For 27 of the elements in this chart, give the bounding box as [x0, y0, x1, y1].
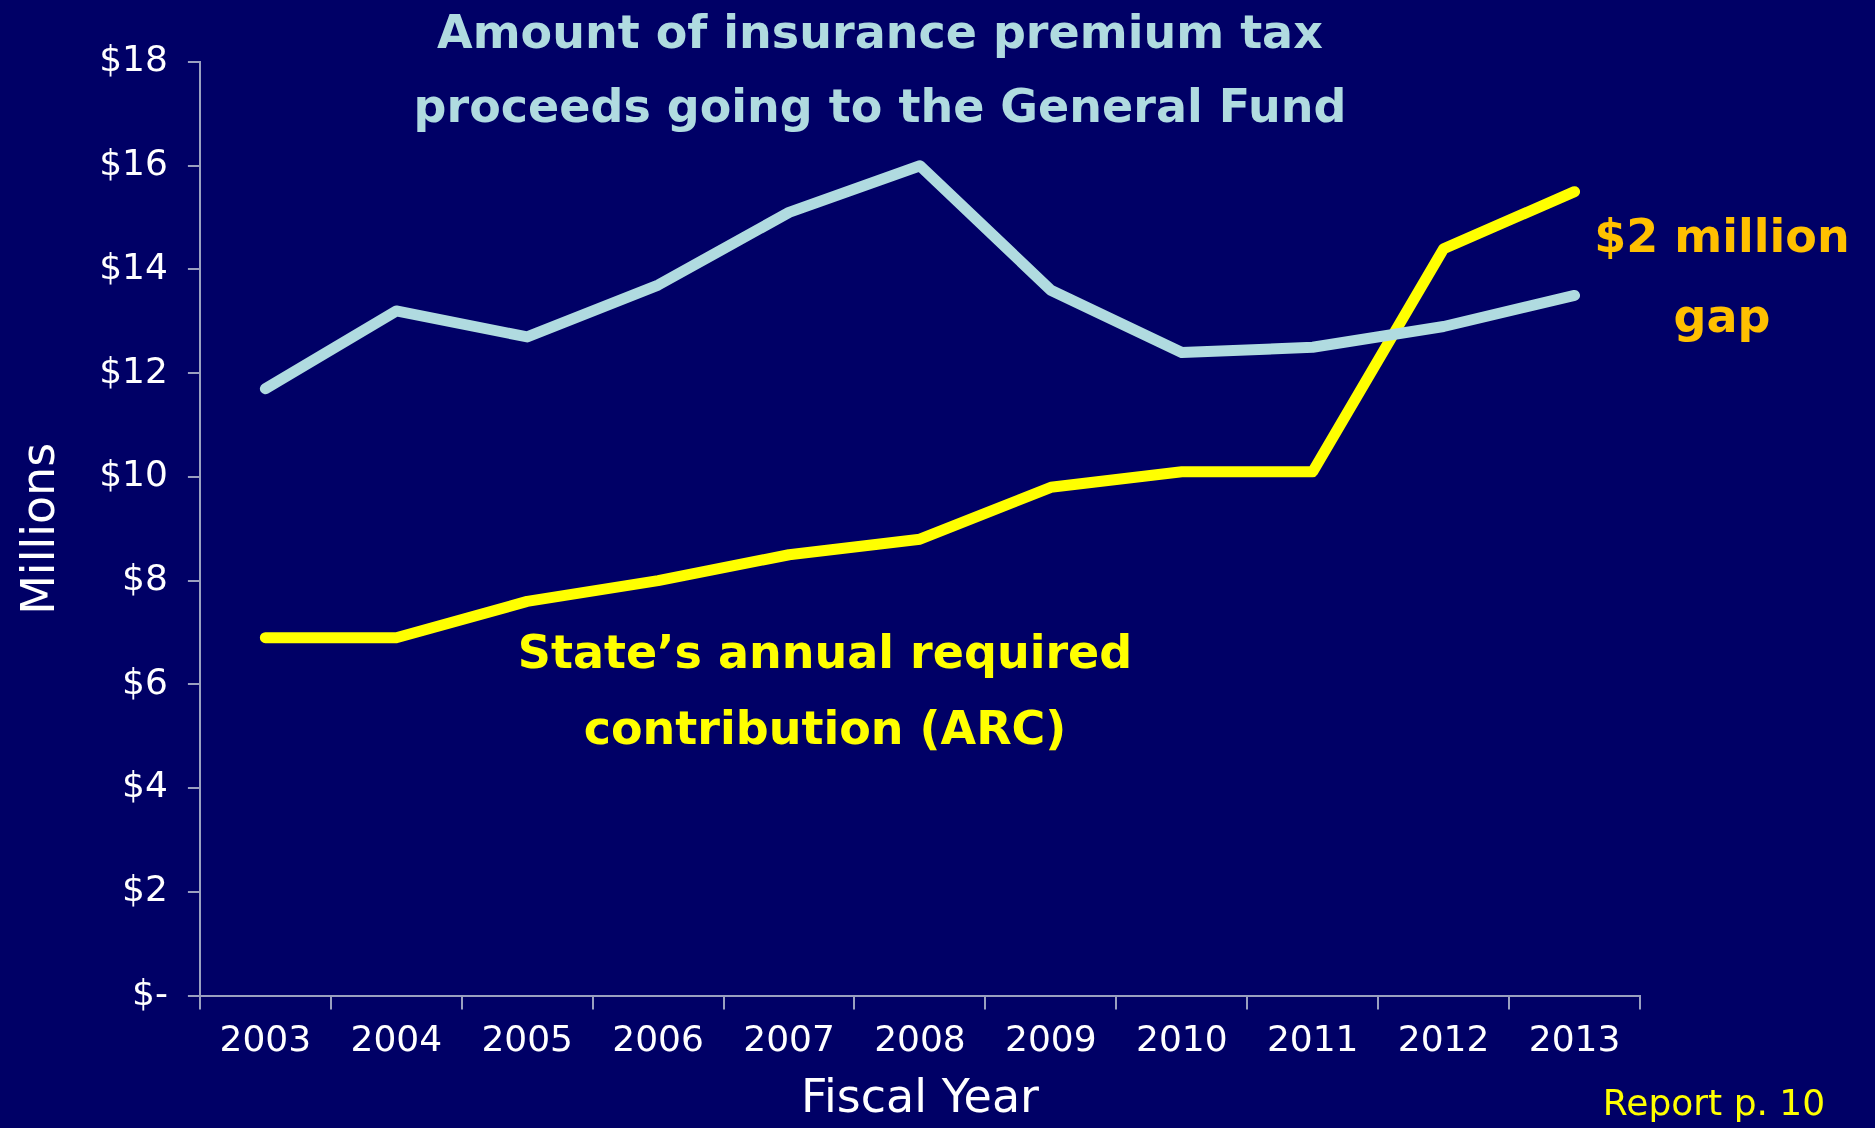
x-tick-label: 2013 — [1528, 1017, 1621, 1059]
y-tick-label: $2 — [122, 868, 168, 910]
y-tick-label: $8 — [122, 557, 168, 599]
x-tick-label: 2011 — [1266, 1017, 1359, 1059]
annotation: $2 million gap — [1594, 208, 1850, 343]
text: Report p. 10 — [1602, 1082, 1826, 1124]
series-label: State’s annual required contribution (ARC) — [517, 624, 1133, 755]
x-tick-label: 2012 — [1397, 1017, 1490, 1059]
x-axis-title: Fiscal Year — [800, 1069, 1040, 1124]
x-tick-label: 2009 — [1005, 1017, 1097, 1059]
y-axis-title: Millions — [10, 442, 65, 615]
x-tick-label: 2003 — [219, 1017, 312, 1059]
text: Amount of insurance premium tax proceeds going to the General Fund — [413, 4, 1347, 133]
x-tick-label: 2006 — [612, 1017, 704, 1059]
y-tick-label: $12 — [99, 349, 168, 391]
y-tick-label: $6 — [122, 660, 168, 702]
x-tick-label: 2008 — [874, 1017, 966, 1059]
y-tick-label: $- — [132, 971, 168, 1013]
x-tick-label: 2005 — [481, 1017, 574, 1059]
y-tick-label: $14 — [99, 245, 168, 287]
x-tick-label: 2007 — [743, 1017, 835, 1059]
y-tick-label: $4 — [122, 764, 168, 806]
y-tick-label: $18 — [99, 38, 168, 80]
y-tick-label: $16 — [99, 142, 168, 184]
y-tick-label: $10 — [99, 453, 168, 495]
x-tick-label: 2004 — [350, 1017, 443, 1059]
x-tick-label: 2010 — [1135, 1017, 1228, 1059]
